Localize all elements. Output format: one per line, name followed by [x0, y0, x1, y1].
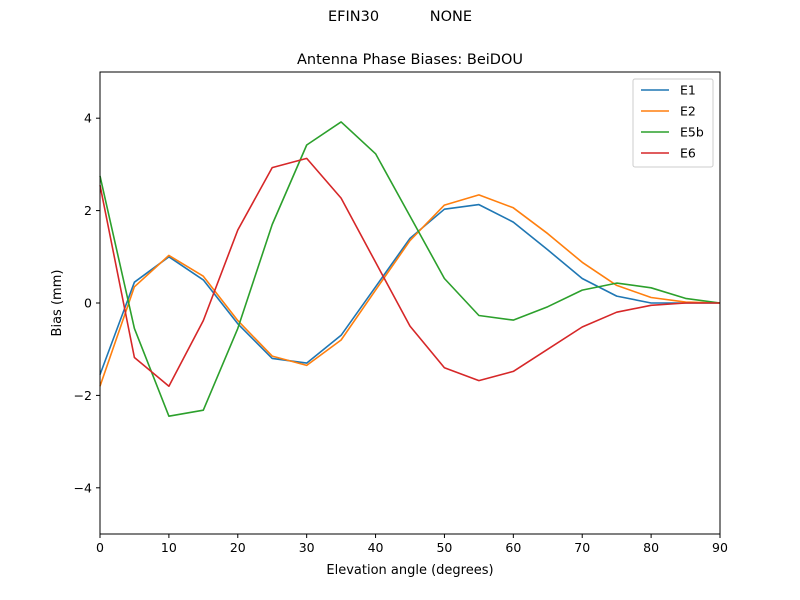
x-tick-label: 90 [712, 540, 728, 555]
y-tick-label: 2 [84, 203, 92, 218]
y-tick-label: −2 [74, 388, 92, 403]
y-tick-label: 0 [84, 296, 92, 311]
station-name: EFIN30 [327, 9, 380, 25]
x-tick-label: 20 [230, 540, 246, 555]
series-line-e5b [99, 121, 721, 418]
legend-label-e5b: E5b [680, 125, 704, 140]
x-tick-label: 80 [643, 540, 659, 555]
legend-label-e1: E1 [680, 83, 696, 98]
y-tick-label: 4 [84, 111, 92, 126]
x-tick-label: 60 [505, 540, 521, 555]
x-tick-label: 40 [368, 540, 384, 555]
series-line-e6 [99, 157, 720, 388]
y-axis: −4 −2 0 2 4 [74, 111, 100, 495]
y-axis-label: Bias (mm) [50, 270, 65, 337]
plot-frame [99, 71, 721, 535]
series-line-e2 [99, 194, 721, 387]
series-line-e1 [99, 203, 720, 375]
radome-name: NONE [429, 9, 473, 25]
legend-label-e6: E6 [680, 146, 696, 161]
x-tick-label: 50 [436, 540, 452, 555]
x-axis: 0 10 20 30 40 50 60 70 80 90 [96, 534, 728, 555]
legend-label-e2: E2 [680, 104, 696, 119]
figure-suptitle: EFIN30 NONE [0, 9, 800, 25]
x-tick-label: 0 [96, 540, 104, 555]
x-tick-label: 10 [161, 540, 177, 555]
legend-box [632, 78, 714, 168]
y-tick-label: −4 [74, 480, 92, 495]
chart-title: Antenna Phase Biases: BeiDOU [297, 52, 523, 68]
series-layer [99, 121, 721, 418]
x-axis-label: Elevation angle (degrees) [326, 563, 493, 578]
legend: E1 E2 E5b E6 [632, 78, 714, 168]
x-tick-label: 70 [574, 540, 590, 555]
x-tick-label: 30 [299, 540, 315, 555]
